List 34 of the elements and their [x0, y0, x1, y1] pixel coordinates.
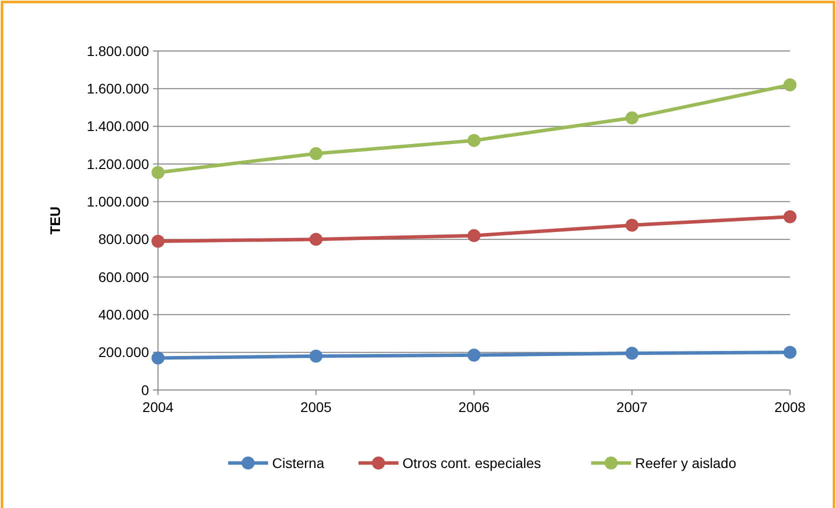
y-tick-label: 0	[141, 382, 150, 398]
x-tick-label: 2007	[616, 399, 648, 415]
point	[784, 210, 796, 224]
y-tick-label: 1.800.000	[86, 42, 150, 59]
point	[310, 232, 322, 246]
y-tick-label: 400.000	[98, 306, 150, 323]
y-tick-label: 1.400.000	[86, 118, 150, 134]
point	[626, 346, 638, 360]
y-tick-label: 1.600.000	[86, 80, 150, 97]
y-tick-label: 200.000	[98, 344, 150, 360]
point	[152, 234, 164, 248]
point	[784, 346, 796, 359]
x-tick-label: 2005	[300, 399, 332, 415]
point	[310, 350, 322, 363]
y-tick-label: 600.000	[98, 268, 150, 285]
y-tick-label: 800.000	[98, 231, 150, 248]
point	[626, 111, 638, 124]
x-tick-label: 2006	[458, 399, 490, 415]
point	[784, 78, 796, 92]
point	[468, 348, 480, 362]
y-tick-label: 1.200.000	[86, 156, 150, 172]
point	[152, 166, 164, 179]
point	[468, 229, 480, 242]
point	[468, 134, 480, 147]
legend-label: Reefer y aislado	[635, 454, 736, 471]
point	[310, 147, 322, 160]
y-axis-title: TEU	[47, 206, 63, 234]
point	[152, 351, 164, 364]
x-tick-label: 2004	[142, 399, 174, 415]
legend-label: Cisterna	[272, 454, 324, 471]
point	[626, 218, 638, 232]
y-tick-label: 1.000.000	[86, 194, 150, 210]
x-tick-label: 2008	[774, 399, 806, 415]
legend-label: Otros cont. especiales	[402, 454, 542, 471]
